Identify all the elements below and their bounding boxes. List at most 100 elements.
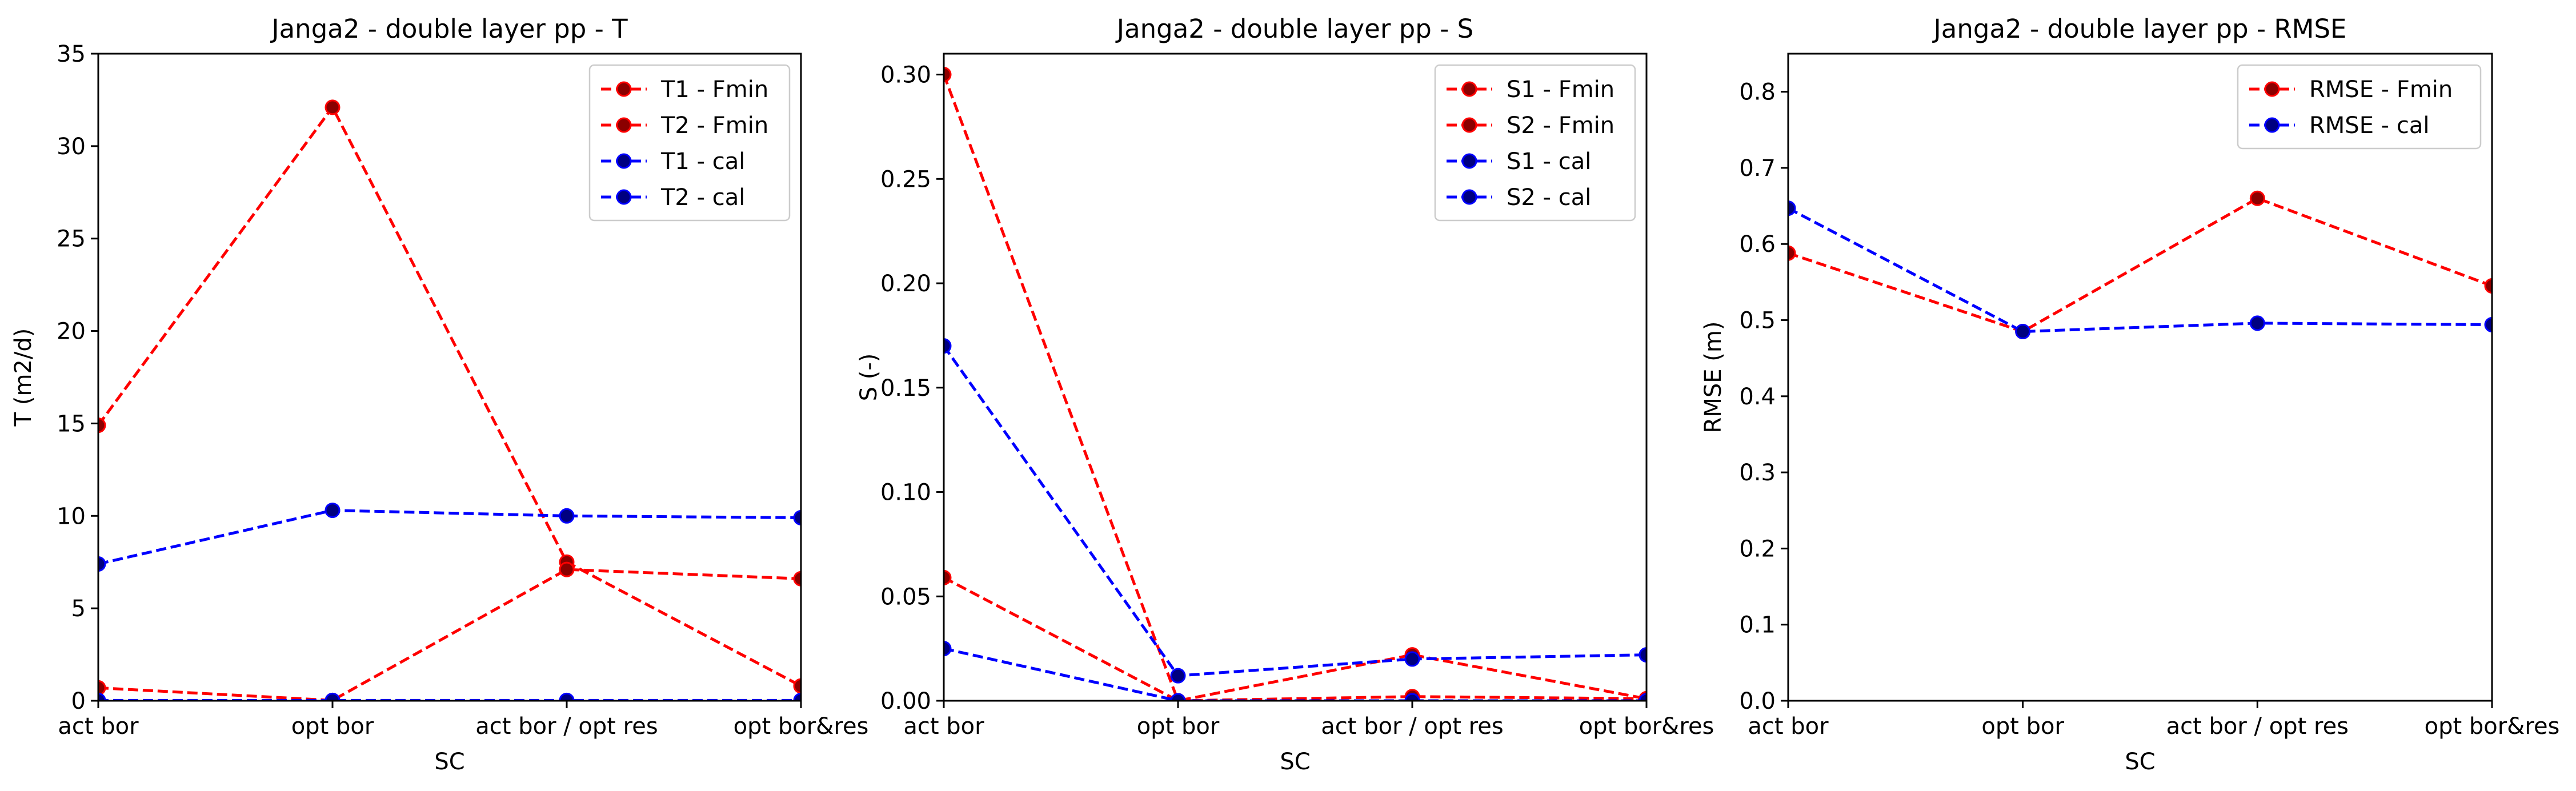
y-tick-label: 35: [57, 41, 86, 67]
data-point: [944, 67, 952, 83]
plot-frame: [1787, 53, 2493, 702]
legend-marker: [1461, 81, 1477, 97]
legend-item: T2 - cal: [601, 184, 745, 211]
y-tick-label: 0.8: [1739, 79, 1776, 106]
chart-panel-3: 0.0 0.1 0.2 0.3 0.4 0.5 0.6 0.7 0.8 act bor opt bo…: [1700, 14, 2559, 775]
series-line-2: [1788, 207, 2492, 334]
y-tick-label: 15: [57, 411, 86, 437]
legend-item: T2 - Fmin: [601, 113, 768, 139]
x-tick-label: act bor / opt res: [2166, 713, 2349, 740]
legend-marker: [616, 189, 632, 205]
legend-marker: [2264, 117, 2280, 133]
series-group: [1788, 190, 2492, 340]
legend-item: S1 - cal: [1447, 148, 1591, 175]
data-point: [1170, 693, 1186, 701]
series-line-4: [944, 647, 1646, 701]
y-tick-label: 0.6: [1739, 231, 1776, 258]
series-line-1: [944, 74, 1646, 701]
legend-label: T1 - Fmin: [660, 77, 768, 103]
data-point: [2484, 317, 2492, 333]
x-tick-label: act bor: [903, 713, 984, 740]
x-tick-label: opt bor: [1981, 713, 2064, 740]
legend-box: [2237, 64, 2482, 150]
series-group: [944, 67, 1646, 701]
chart-panel-1: 0 5 10 15 20 25 30 35 act bor opt bor act bor / op…: [10, 14, 868, 775]
y-tick-label: 0.30: [880, 62, 931, 89]
data-point: [944, 641, 952, 657]
data-point: [559, 508, 575, 524]
y-tick-label: 0.15: [880, 375, 931, 401]
legend: RMSE - Fmin RMSE - cal: [2237, 64, 2482, 150]
data-point: [98, 680, 106, 696]
x-tick-label: opt bor: [291, 713, 374, 740]
x-tick-label: opt bor&res: [1579, 713, 1714, 740]
x-axis-label: SC: [1280, 749, 1310, 775]
y-tick-label: 0.25: [880, 166, 931, 192]
y-tick-label: 30: [57, 134, 86, 160]
data-point: [98, 417, 106, 433]
series-line-3: [98, 509, 801, 565]
data-point: [944, 569, 952, 585]
legend-marker: [1461, 117, 1477, 133]
y-tick-label: 25: [57, 226, 86, 252]
data-point: [793, 510, 801, 526]
x-tick-label: act bor / opt res: [1321, 713, 1503, 740]
data-point: [2015, 324, 2031, 340]
data-point: [793, 571, 801, 587]
legend: S1 - Fmin S2 - Fmin S1 - cal S2 - cal: [1434, 64, 1636, 222]
chart-title: Janga2 - double layer pp - RMSE: [1932, 14, 2347, 44]
legend-marker: [2264, 81, 2280, 97]
x-tick-label: opt bor&res: [2425, 713, 2560, 740]
x-tick-label: opt bor&res: [734, 713, 869, 740]
legend-item: S1 - Fmin: [1447, 77, 1614, 103]
legend-item: S2 - Fmin: [1447, 113, 1614, 139]
y-tick-label: 0.5: [1739, 308, 1776, 334]
series-line-3: [944, 345, 1646, 677]
legend-label: T1 - cal: [660, 148, 745, 175]
y-tick-label: 0.4: [1739, 384, 1776, 410]
y-tick-label: 0.1: [1739, 612, 1776, 639]
legend: T1 - Fmin T2 - Fmin T1 - cal T2 - cal: [588, 64, 791, 222]
plot-frame: [97, 53, 802, 702]
y-tick-label: 5: [71, 596, 86, 622]
legend-label: T2 - cal: [660, 184, 745, 211]
data-point: [793, 678, 801, 694]
legend-label: RMSE - Fmin: [2309, 77, 2453, 103]
data-point: [1638, 693, 1646, 701]
chart-panel-2: 0.00 0.05 0.10 0.15 0.20 0.25 0.30 act bor opt b…: [856, 14, 1714, 775]
legend-label: T2 - Fmin: [660, 113, 768, 139]
legend-marker: [616, 117, 632, 133]
x-tick-label: act bor: [1748, 713, 1829, 740]
legend-label: S2 - Fmin: [1507, 113, 1614, 139]
y-axis-label: S (-): [856, 354, 882, 401]
y-tick-label: 0.20: [880, 271, 931, 297]
legend-label: S1 - Fmin: [1507, 77, 1614, 103]
data-point: [98, 556, 106, 572]
legend-item: RMSE - Fmin: [2249, 77, 2453, 103]
legend-marker: [1461, 189, 1477, 205]
data-point: [1788, 245, 1796, 261]
legend-marker: [616, 153, 632, 169]
y-tick-label: 0: [71, 688, 86, 714]
x-tick-label: act bor: [58, 713, 139, 740]
y-tick-label: 0.3: [1739, 460, 1776, 486]
y-tick-label: 0.7: [1739, 155, 1776, 182]
data-point: [324, 99, 340, 115]
data-point: [324, 503, 340, 519]
y-tick-label: 0.0: [1739, 688, 1776, 714]
chart-title: Janga2 - double layer pp - T: [270, 14, 628, 44]
data-point: [1788, 200, 1796, 216]
series-line-1: [98, 105, 801, 688]
data-point: [944, 338, 952, 354]
data-point: [2484, 278, 2492, 294]
y-tick-label: 10: [57, 503, 86, 529]
legend-item: T1 - Fmin: [601, 77, 768, 103]
data-point: [559, 561, 575, 577]
x-tick-label: act bor / opt res: [475, 713, 658, 740]
y-tick-label: 0.05: [880, 584, 931, 610]
legend-box: [1434, 64, 1636, 222]
data-point: [2249, 190, 2265, 206]
data-point: [1638, 647, 1646, 663]
data-point: [2249, 315, 2265, 331]
